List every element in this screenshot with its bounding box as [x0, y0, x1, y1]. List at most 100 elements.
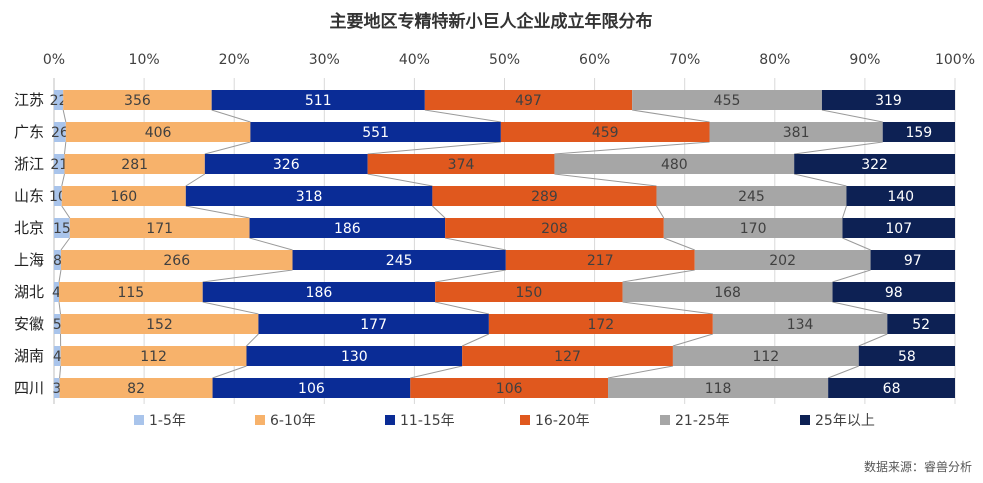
series-line [832, 301, 888, 315]
series-line [249, 237, 293, 251]
data-label: 4 [52, 285, 61, 301]
data-label: 82 [127, 381, 145, 397]
bar-segment [258, 314, 489, 334]
data-label: 112 [752, 349, 779, 365]
legend-swatch [255, 415, 265, 425]
bar-segment [828, 378, 955, 398]
bar-segment [54, 250, 61, 270]
series-line [656, 205, 665, 219]
legend-swatch [520, 415, 530, 425]
data-label: 245 [386, 253, 413, 269]
data-label: 68 [883, 381, 901, 397]
data-label: 326 [273, 157, 300, 173]
data-label: 480 [661, 157, 688, 173]
series-line [212, 365, 247, 379]
bar-segment [632, 90, 822, 110]
bar-segment [54, 314, 61, 334]
data-label: 217 [587, 253, 614, 269]
legend-label: 16-20年 [535, 413, 590, 429]
category-label: 四川 [14, 379, 44, 397]
data-label: 159 [905, 125, 932, 141]
series-line [185, 173, 206, 187]
data-label: 107 [885, 221, 912, 237]
bar-segment [60, 250, 293, 270]
data-label: 406 [145, 125, 172, 141]
data-label: 245 [738, 189, 765, 205]
data-label: 455 [714, 93, 741, 109]
series-line [61, 173, 65, 187]
series-line [246, 333, 259, 347]
bar-segment [63, 90, 212, 110]
category-label: 湖南 [14, 347, 44, 365]
bar-segment [65, 122, 251, 142]
bar-segment [500, 122, 710, 142]
series-line [63, 141, 67, 155]
bar-segment [842, 218, 955, 238]
bar-segment [250, 122, 501, 142]
x-tick-label: 50% [489, 52, 520, 68]
series-line [607, 365, 674, 379]
series-line [435, 301, 489, 315]
bar-segment [211, 90, 425, 110]
legend-swatch [134, 415, 144, 425]
bar-segment [246, 346, 463, 366]
data-label: 118 [705, 381, 732, 397]
data-label: 3 [52, 381, 61, 397]
bar-segment [204, 154, 368, 174]
data-label: 134 [787, 317, 814, 333]
bar-segment [61, 186, 186, 206]
bar-segment [54, 282, 59, 302]
data-label: 289 [531, 189, 558, 205]
series-line [632, 109, 710, 123]
bar-segment [292, 250, 506, 270]
series-line [794, 141, 883, 155]
series-line [622, 301, 713, 315]
x-tick-label: 20% [219, 52, 250, 68]
data-label: 22 [50, 93, 68, 109]
series-line [445, 237, 506, 251]
data-label: 97 [904, 253, 922, 269]
bar-segment [858, 346, 955, 366]
data-label: 551 [362, 125, 389, 141]
series-line [60, 237, 71, 251]
bar-segment [432, 186, 657, 206]
legend-swatch [385, 415, 395, 425]
data-label: 208 [541, 221, 568, 237]
bar-segment [202, 282, 436, 302]
bar-segment [663, 218, 843, 238]
data-label: 266 [163, 253, 190, 269]
data-label: 58 [898, 349, 916, 365]
data-label: 15 [53, 221, 71, 237]
legend-label: 21-25年 [675, 413, 730, 429]
x-tick-label: 10% [129, 52, 160, 68]
category-label: 湖北 [14, 283, 44, 301]
bar-segment [54, 378, 60, 398]
data-label: 170 [740, 221, 767, 237]
bar-segment [672, 346, 859, 366]
series-line [663, 237, 695, 251]
bar-segment [59, 378, 213, 398]
bar-segment [60, 346, 247, 366]
data-label: 356 [124, 93, 151, 109]
data-label: 5 [53, 317, 62, 333]
bar-segment [69, 218, 250, 238]
bar-segment [54, 90, 64, 110]
series-line [410, 365, 463, 379]
series-line [827, 365, 859, 379]
series-line [367, 173, 433, 187]
series-line [211, 109, 251, 123]
bar-segment [622, 282, 833, 302]
data-label: 171 [146, 221, 173, 237]
bar-segment [656, 186, 847, 206]
bar-segment [462, 346, 673, 366]
x-tick-label: 100% [935, 52, 975, 68]
series-line [185, 205, 250, 219]
bar-segment [410, 378, 609, 398]
series-line [202, 269, 293, 283]
series-line [59, 365, 62, 379]
x-tick-label: 80% [759, 52, 790, 68]
x-tick-label: 70% [669, 52, 700, 68]
category-label: 浙江 [14, 155, 44, 173]
